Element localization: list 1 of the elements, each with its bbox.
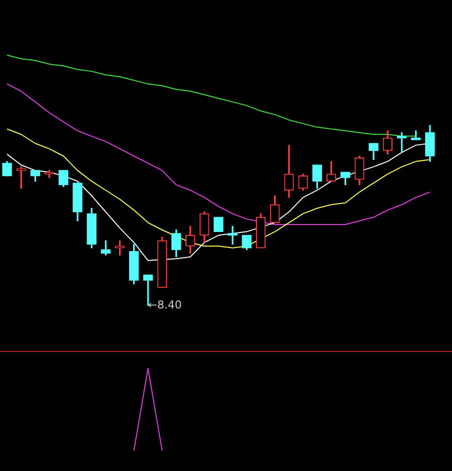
annotation: ←8.40	[148, 298, 182, 312]
